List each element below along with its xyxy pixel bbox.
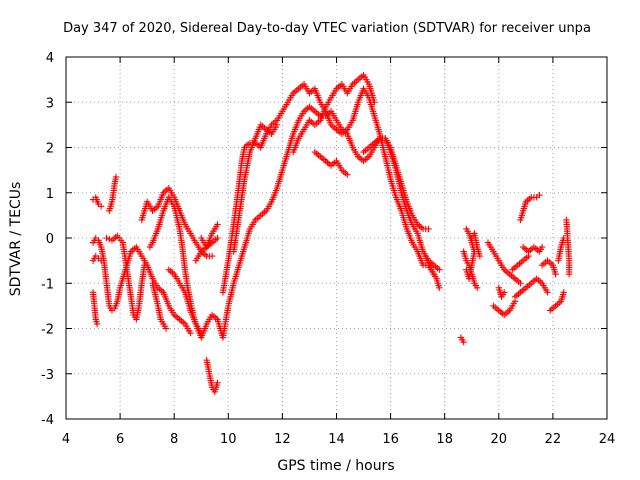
- data-point: [344, 171, 351, 178]
- axis-ticks: [65, 56, 608, 420]
- data-point: [460, 338, 467, 346]
- data-point: [273, 121, 281, 129]
- y-tick-label: -3: [41, 368, 54, 383]
- y-tick-label: 0: [46, 232, 54, 247]
- x-tick-label: 10: [220, 432, 237, 447]
- x-tick-label: 18: [436, 432, 453, 447]
- series-track-c: [89, 252, 105, 264]
- data-point: [97, 203, 105, 210]
- series-track-g: [138, 185, 216, 260]
- data-point: [214, 221, 221, 228]
- y-tick-label: -4: [41, 413, 54, 428]
- series-track-f: [103, 232, 148, 323]
- data-point: [517, 280, 524, 287]
- series-track-d: [89, 289, 101, 328]
- series-track-i: [149, 280, 170, 332]
- y-tick-label: 3: [46, 96, 54, 111]
- data-point: [476, 252, 484, 260]
- y-tick-labels: 4 3 2 1 0 -1 -2 -3 -4: [41, 51, 54, 428]
- data-point: [565, 271, 573, 278]
- data-point: [162, 325, 170, 332]
- x-tick-label: 16: [382, 432, 399, 447]
- series-track-m: [203, 356, 221, 396]
- data-point: [93, 320, 101, 328]
- x-tick-label: 4: [62, 432, 70, 447]
- grid-lines: [66, 57, 607, 419]
- series-track-ad: [511, 275, 551, 301]
- data-points: [89, 71, 573, 396]
- series-track-af: [546, 289, 567, 314]
- series-track-q: [311, 148, 351, 178]
- data-point: [425, 225, 432, 233]
- series-track-x: [484, 239, 524, 287]
- x-tick-label: 22: [545, 432, 562, 447]
- series-track-o: [230, 121, 281, 255]
- data-point: [473, 284, 481, 291]
- x-tick-label: 24: [599, 432, 616, 447]
- series-track-y: [490, 298, 519, 319]
- chart-title: Day 347 of 2020, Sidereal Day-to-day VTE…: [63, 21, 591, 36]
- x-tick-label: 20: [491, 432, 508, 447]
- series-track-p: [290, 71, 378, 156]
- y-tick-label: -1: [41, 277, 54, 292]
- data-point: [536, 191, 543, 199]
- series-track-v: [460, 248, 481, 291]
- y-tick-label: 4: [46, 51, 54, 66]
- x-tick-labels: 4 6 8 10 12 14 16 18 20 22 24: [62, 432, 615, 447]
- x-tick-label: 14: [328, 432, 345, 447]
- data-point: [436, 266, 443, 273]
- data-point: [371, 99, 378, 106]
- x-tick-label: 8: [170, 432, 178, 447]
- data-point: [187, 329, 194, 337]
- data-point: [560, 289, 567, 296]
- data-point: [214, 379, 221, 386]
- x-tick-label: 12: [274, 432, 291, 447]
- data-point: [552, 271, 559, 278]
- data-point: [103, 234, 110, 242]
- data-point: [97, 257, 105, 264]
- series-track-ae: [538, 257, 559, 278]
- series-track-a: [89, 194, 105, 210]
- x-tick-label: 6: [116, 432, 124, 447]
- data-point: [141, 261, 148, 269]
- data-point: [436, 284, 443, 291]
- x-axis-label: GPS time / hours: [277, 458, 394, 474]
- data-point: [538, 243, 546, 251]
- y-tick-label: 2: [46, 142, 54, 157]
- data-point: [544, 289, 551, 296]
- series-track-z: [495, 284, 508, 301]
- y-axis-label: SDTVAR / TECUs: [8, 182, 24, 297]
- series-track-ab: [517, 191, 543, 224]
- series-track-ag: [555, 234, 567, 264]
- data-point: [208, 252, 216, 260]
- data-point: [112, 173, 120, 181]
- series-track-e: [106, 173, 120, 215]
- series-track-aa: [509, 252, 532, 273]
- series-track-b: [89, 234, 194, 337]
- series-track-s: [422, 252, 443, 291]
- series-track-w: [468, 230, 484, 260]
- series-track-ah: [563, 216, 573, 278]
- series-track-t: [457, 334, 467, 346]
- series-track-l: [198, 234, 221, 251]
- y-tick-label: -2: [41, 323, 54, 338]
- data-point: [501, 289, 508, 296]
- data-point: [214, 234, 221, 242]
- series-track-ac: [519, 243, 546, 255]
- y-tick-label: 1: [46, 187, 54, 202]
